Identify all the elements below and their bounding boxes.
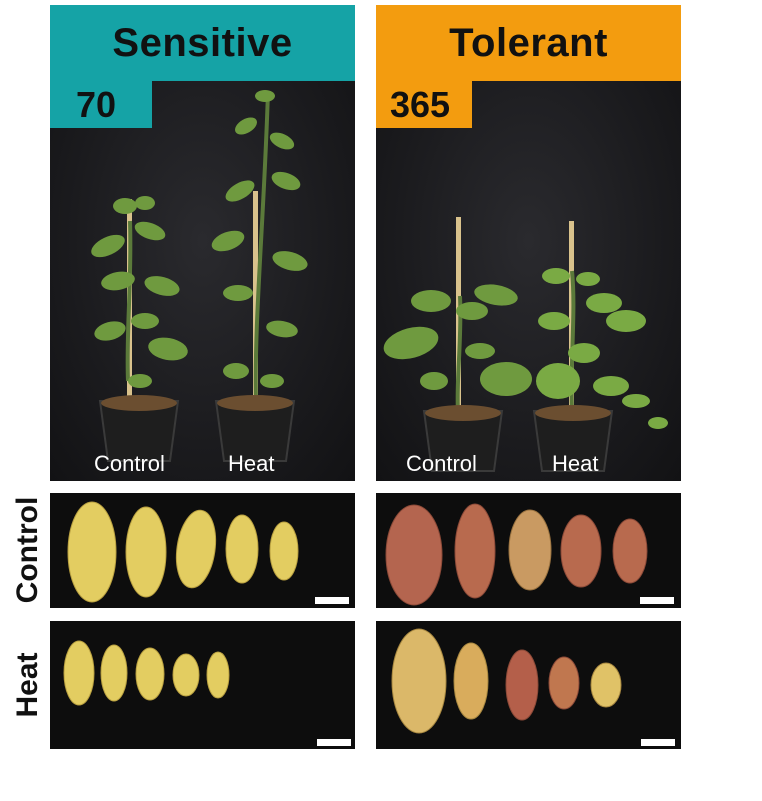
- tolerant-heat-tubers-illustration: [391, 628, 622, 734]
- scale-bar: [641, 739, 675, 746]
- sensitive-count-badge: 70: [50, 81, 152, 128]
- scale-bar: [317, 739, 351, 746]
- sensitive-header-label: Sensitive: [112, 20, 293, 65]
- sensitive-control-tubers-illustration: [67, 501, 299, 603]
- tolerant-count-badge: 365: [376, 81, 472, 128]
- row-label-control: Control: [11, 496, 44, 604]
- sensitive-plants-illustration: [91, 90, 308, 462]
- sensitive-header: Sensitive: [50, 5, 355, 81]
- tolerant-count: 365: [390, 83, 451, 125]
- sensitive-plants-photo: 70 Control Heat: [50, 81, 355, 481]
- sensitive-control-label: Control: [94, 451, 165, 476]
- scale-bar: [640, 597, 674, 604]
- tolerant-control-tubers-illustration: [385, 503, 648, 606]
- scale-bar: [315, 597, 349, 604]
- sensitive-control-tubers: [50, 493, 355, 608]
- tolerant-plants-photo: 365 Control Heat: [376, 81, 681, 481]
- tolerant-control-tubers: [376, 493, 681, 608]
- sensitive-heat-tubers-illustration: [63, 640, 230, 706]
- row-label-heat: Heat: [11, 652, 44, 718]
- sensitive-heat-tubers: [50, 621, 355, 749]
- tolerant-control-label: Control: [406, 451, 477, 476]
- tolerant-plants-illustration: [383, 217, 668, 472]
- tolerant-heat-label: Heat: [552, 451, 599, 476]
- tolerant-header-label: Tolerant: [449, 20, 608, 65]
- tolerant-heat-tubers: [376, 621, 681, 749]
- sensitive-count: 70: [76, 83, 117, 125]
- sensitive-heat-label: Heat: [228, 451, 275, 476]
- tolerant-header: Tolerant: [376, 5, 681, 81]
